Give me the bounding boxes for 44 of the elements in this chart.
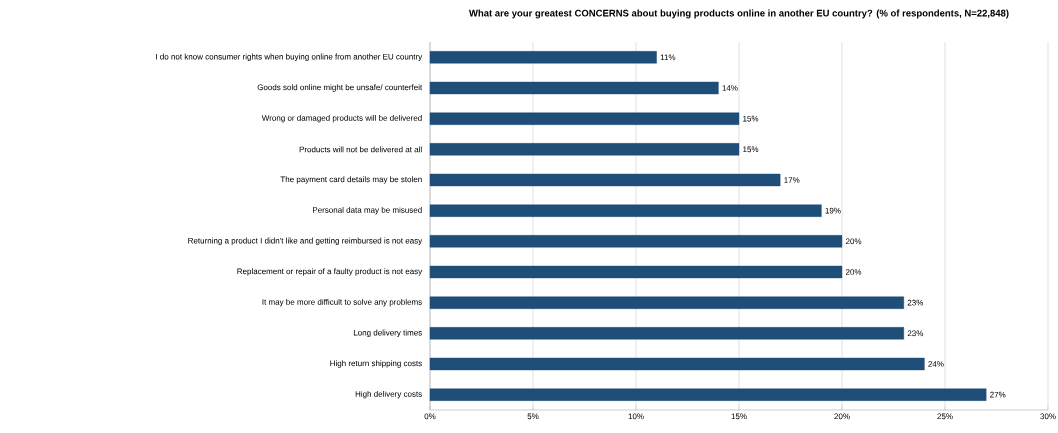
y-tick-label: I do not know consumer rights when buying online from another EU country xyxy=(156,53,423,62)
bar xyxy=(429,143,740,156)
bar xyxy=(429,296,904,309)
chart-title: What are your greatest CONCERNS about buying products online in another EU country? (% of respondents, N=22,848) xyxy=(468,9,1009,19)
bar xyxy=(429,235,843,248)
data-label: 11% xyxy=(660,54,676,61)
data-label: 20% xyxy=(845,269,862,275)
data-label: 23% xyxy=(907,330,924,337)
y-tick-label: Wrong or damaged products will be delivered xyxy=(261,114,422,123)
y-tick-label: Returning a product I didn't like and getting reimbursed is not easy xyxy=(188,237,423,246)
y-tick-label: Goods sold online might be unsafe/ counterfeit xyxy=(257,84,423,92)
bar xyxy=(429,265,843,279)
y-tick-label: Long delivery times xyxy=(353,329,422,338)
data-label: 14% xyxy=(722,85,738,91)
bar xyxy=(429,112,740,125)
y-tick-label: The payment card details may be stolen xyxy=(280,176,422,184)
bar xyxy=(429,388,987,401)
data-label: 23% xyxy=(907,299,924,306)
data-label: 17% xyxy=(784,177,800,183)
x-tick-label: 20% xyxy=(834,413,850,420)
y-tick-label: Personal data may be misused xyxy=(313,206,422,215)
data-label: 15% xyxy=(743,146,759,153)
data-label: 20% xyxy=(845,238,862,245)
bar xyxy=(429,51,657,64)
x-tick-label: 10% xyxy=(628,413,644,420)
x-tick-label: 15% xyxy=(731,413,747,420)
x-tick-label: 30% xyxy=(1040,413,1056,420)
bar xyxy=(429,357,925,371)
y-tick-label: High delivery costs xyxy=(355,390,422,399)
bar xyxy=(429,204,822,217)
x-tick-label: 25% xyxy=(937,413,953,420)
data-label: 15% xyxy=(743,115,759,122)
bar xyxy=(429,81,719,95)
y-tick-label: High return shipping costs xyxy=(330,360,422,368)
data-label: 24% xyxy=(928,361,944,367)
bar xyxy=(429,173,781,187)
x-tick-label: 5% xyxy=(527,413,539,420)
data-label: 27% xyxy=(990,391,1006,398)
y-tick-label: Replacement or repair of a faulty product is not easy xyxy=(237,268,423,276)
x-tick-label: 0% xyxy=(424,413,436,420)
bar xyxy=(429,327,904,340)
y-tick-label: Products will not be delivered at all xyxy=(299,146,422,153)
data-label: 19% xyxy=(825,207,841,214)
y-tick-label: It may be more difficult to solve any problems xyxy=(262,298,422,307)
